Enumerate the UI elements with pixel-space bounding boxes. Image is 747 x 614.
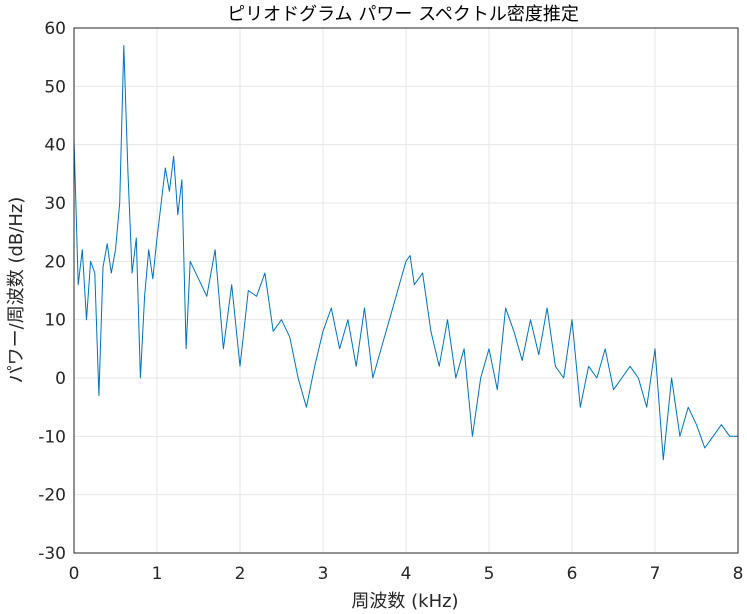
y-axis-label: パワー/周波数 (dB/Hz) bbox=[6, 197, 27, 384]
x-tick-label: 4 bbox=[401, 564, 412, 584]
x-axis-label: 周波数 (kHz) bbox=[351, 591, 458, 612]
x-tick-label: 2 bbox=[235, 564, 246, 584]
x-tick-label: 3 bbox=[318, 564, 329, 584]
y-tick-label: 20 bbox=[44, 252, 66, 272]
series-line-group bbox=[73, 45, 738, 461]
series-line bbox=[73, 45, 738, 461]
x-tick-label: 5 bbox=[484, 564, 495, 584]
y-tick-label: 40 bbox=[44, 136, 66, 156]
chart-title: ピリオドグラム パワー スペクトル密度推定 bbox=[227, 4, 579, 25]
y-tick-labels: -30 -20 -10 0 10 20 30 40 50 60 bbox=[38, 19, 66, 564]
y-tick-label: 30 bbox=[44, 194, 66, 214]
x-tick-label: 6 bbox=[567, 564, 578, 584]
x-tick-label: 7 bbox=[650, 564, 661, 584]
y-tick-label: 50 bbox=[44, 77, 66, 97]
y-tick-label: -30 bbox=[38, 544, 66, 564]
y-tick-label: 10 bbox=[44, 311, 66, 331]
y-tick-label: -20 bbox=[38, 486, 66, 506]
y-tick-label: -10 bbox=[38, 427, 66, 447]
x-tick-label: 0 bbox=[69, 564, 80, 584]
x-tick-label: 1 bbox=[152, 564, 163, 584]
x-tick-label: 8 bbox=[733, 564, 744, 584]
grid bbox=[73, 27, 739, 554]
y-tick-label: 60 bbox=[44, 19, 66, 39]
x-tick-labels: 0 1 2 3 4 5 6 7 8 bbox=[69, 564, 744, 584]
y-tick-label: 0 bbox=[55, 369, 66, 389]
plot-frame bbox=[73, 27, 739, 554]
